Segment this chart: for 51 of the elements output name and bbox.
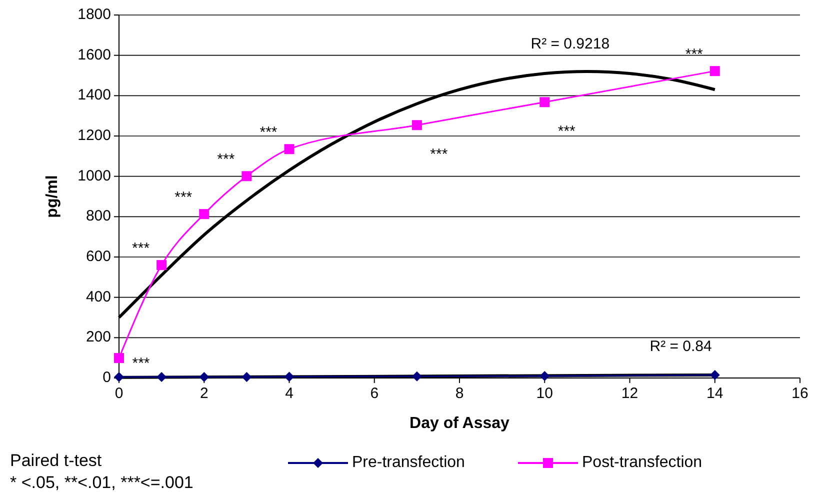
- annotation: ***: [260, 124, 278, 142]
- point: [284, 372, 294, 382]
- annotation: R² = 0.84: [650, 338, 712, 356]
- x-axis-title: Day of Assay: [410, 415, 510, 432]
- legend-label: Pre-transfection: [352, 454, 465, 472]
- x-tick-label: 0: [114, 385, 124, 402]
- y-tick-label: 1800: [78, 6, 111, 23]
- annotation: ***: [132, 354, 150, 372]
- annotation: ***: [430, 146, 448, 164]
- point: [710, 66, 720, 76]
- point: [114, 353, 124, 364]
- point: [114, 372, 124, 382]
- annotation: ***: [685, 46, 704, 64]
- x-tick-label: 2: [200, 385, 208, 402]
- point: [412, 371, 422, 382]
- y-tick-label: 400: [86, 288, 111, 306]
- point: [199, 209, 210, 220]
- annotation: ***: [558, 123, 576, 140]
- y-tick-label: 600: [86, 248, 111, 265]
- point: [242, 372, 252, 382]
- text: Paired t-test: [10, 451, 102, 470]
- y-tick-label: 1000: [78, 167, 111, 184]
- x-tick-label: 12: [621, 385, 638, 402]
- y-tick-label: 1400: [78, 86, 111, 104]
- annotation: ***: [132, 240, 150, 258]
- point: [540, 97, 550, 108]
- point: [156, 372, 167, 382]
- legend-label: Post-transfection: [582, 454, 702, 472]
- y-axis-title: pg/ml: [44, 175, 61, 218]
- text: * <.05, **<.01, ***<=.001: [10, 473, 194, 492]
- point: [199, 372, 210, 382]
- point: [242, 171, 252, 182]
- point: [540, 370, 550, 381]
- y-tick-label: 200: [86, 328, 111, 346]
- x-tick-label: 10: [536, 385, 553, 402]
- annotation: ***: [174, 189, 192, 206]
- y-tick-label: 0: [102, 368, 111, 386]
- x-tick-label: 14: [706, 385, 724, 402]
- x-tick-label: 16: [792, 385, 808, 402]
- point: [156, 260, 167, 270]
- annotation: ***: [217, 151, 235, 168]
- x-tick-label: 6: [370, 385, 379, 402]
- y-tick-label: 1200: [78, 126, 111, 144]
- point: [284, 144, 294, 154]
- y-tick-label: 800: [86, 208, 111, 225]
- point: [710, 370, 720, 380]
- x-tick-label: 4: [285, 385, 294, 402]
- point: [412, 120, 422, 130]
- x-tick-label: 8: [455, 385, 464, 402]
- annotation: R² = 0.9218: [530, 35, 610, 52]
- y-tick-label: 1600: [78, 46, 111, 64]
